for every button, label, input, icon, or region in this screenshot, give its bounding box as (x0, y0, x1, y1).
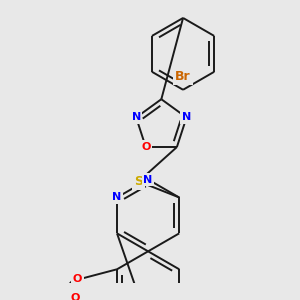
Text: N: N (182, 112, 191, 122)
Text: O: O (141, 142, 151, 152)
Text: S: S (134, 175, 143, 188)
Text: O: O (71, 292, 80, 300)
Text: O: O (73, 274, 82, 284)
Text: N: N (143, 175, 153, 184)
Text: Br: Br (175, 70, 191, 83)
Text: N: N (112, 193, 122, 202)
Text: N: N (132, 112, 141, 122)
